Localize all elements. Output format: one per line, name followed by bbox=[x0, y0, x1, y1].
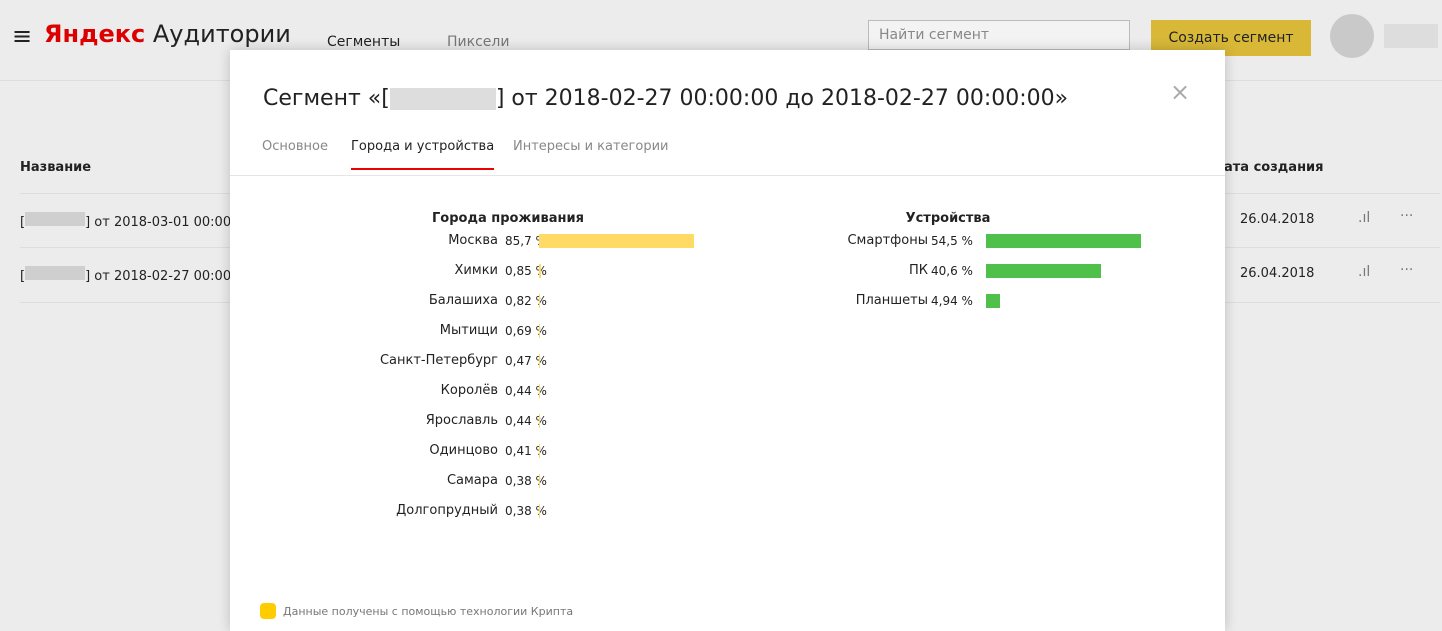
tab[interactable]: Интересы и категории bbox=[513, 139, 669, 154]
category-label: Одинцово bbox=[429, 443, 498, 458]
value-label: 0,44 % bbox=[505, 414, 547, 428]
chart-title: Устройства bbox=[905, 211, 991, 226]
category-label: Химки bbox=[454, 263, 498, 278]
menu-icon[interactable]: ≡ bbox=[12, 22, 33, 50]
category-label: Ярославль bbox=[425, 413, 498, 428]
value-label: 0,82 % bbox=[505, 294, 547, 308]
segment-name-text: ] от 2018-02-27 00:00:0 bbox=[85, 269, 244, 284]
value-label: 54,5 % bbox=[931, 234, 973, 248]
bar bbox=[539, 264, 541, 278]
tab[interactable]: Основное bbox=[262, 139, 328, 154]
username-blur bbox=[1384, 24, 1438, 48]
segment-name-text: ] от 2018-03-01 00:00:0 bbox=[85, 215, 244, 230]
stats-icon[interactable]: .ıl bbox=[1358, 264, 1371, 280]
category-label: Балашиха bbox=[428, 293, 498, 308]
category-label: Королёв bbox=[440, 383, 498, 398]
bar bbox=[539, 354, 540, 368]
bar bbox=[539, 414, 540, 428]
bar bbox=[539, 474, 540, 488]
category-label: Мытищи bbox=[439, 323, 498, 338]
bar bbox=[539, 324, 541, 338]
bar bbox=[539, 504, 540, 518]
nav-link[interactable]: Пиксели bbox=[447, 34, 510, 50]
value-label: 85,7 % bbox=[505, 234, 547, 248]
blurred-name bbox=[389, 88, 496, 110]
logo[interactable]: Яндекс Аудитории bbox=[44, 20, 291, 48]
value-label: 0,38 % bbox=[505, 504, 547, 518]
search-input[interactable]: Найти сегмент bbox=[868, 20, 1130, 50]
close-button[interactable]: × bbox=[1170, 78, 1191, 106]
value-label: 0,47 % bbox=[505, 354, 547, 368]
value-label: 40,6 % bbox=[931, 264, 973, 278]
category-label: Москва bbox=[448, 233, 498, 248]
stats-icon[interactable]: .ıl bbox=[1358, 210, 1371, 226]
modal-title: Сегмент «[ ] от 2018-02-27 00:00:00 до 20… bbox=[263, 86, 1068, 111]
category-label: ПК bbox=[908, 263, 928, 278]
category-label: Долгопрудный bbox=[396, 503, 498, 518]
logo-product: Аудитории bbox=[152, 20, 291, 48]
bar bbox=[539, 444, 540, 458]
segment-name[interactable]: [] от 2018-02-27 00:00:0 bbox=[20, 266, 244, 284]
column-header: ата создания bbox=[1224, 160, 1324, 175]
logo-brand: Яндекс bbox=[44, 20, 146, 48]
category-label: Самара bbox=[446, 473, 498, 488]
footer-note: Данные получены с помощью технологии Кри… bbox=[283, 605, 574, 618]
bar bbox=[539, 294, 541, 308]
category-label: Санкт-Петербург bbox=[379, 353, 498, 368]
crypta-icon bbox=[260, 603, 276, 619]
bar bbox=[986, 234, 1141, 248]
tab-active[interactable]: Города и устройства bbox=[351, 139, 495, 170]
segment-date: 26.04.2018 bbox=[1240, 266, 1315, 281]
value-label: 0,38 % bbox=[505, 474, 547, 488]
chart-title: Города проживания bbox=[432, 211, 584, 226]
value-label: 0,44 % bbox=[505, 384, 547, 398]
value-label: 0,85 % bbox=[505, 264, 547, 278]
nav-link[interactable]: Сегменты bbox=[327, 34, 401, 50]
bar bbox=[539, 234, 694, 248]
category-label: Смартфоны bbox=[847, 233, 928, 248]
segment-date: 26.04.2018 bbox=[1240, 212, 1315, 227]
value-label: 0,41 % bbox=[505, 444, 547, 458]
bar bbox=[986, 294, 1001, 308]
title-end: ] от 2018-02-27 00:00:00 до 2018-02-27 0… bbox=[495, 86, 1069, 111]
column-header: Название bbox=[20, 160, 92, 175]
bar bbox=[986, 264, 1102, 278]
modal: Сегмент «[ ] от 2018-02-27 00:00:00 до 20… bbox=[230, 50, 1225, 631]
avatar[interactable] bbox=[1330, 14, 1374, 58]
tab-divider bbox=[230, 175, 1225, 176]
more-icon[interactable]: ··· bbox=[1400, 262, 1414, 278]
more-icon[interactable]: ··· bbox=[1400, 208, 1414, 224]
segment-name[interactable]: [] от 2018-03-01 00:00:0 bbox=[20, 212, 244, 230]
bar bbox=[539, 384, 540, 398]
value-label: 0,69 % bbox=[505, 324, 547, 338]
title-start: Сегмент «[ bbox=[263, 86, 390, 111]
category-label: Планшеты bbox=[855, 293, 928, 308]
value-label: 4,94 % bbox=[931, 294, 973, 308]
